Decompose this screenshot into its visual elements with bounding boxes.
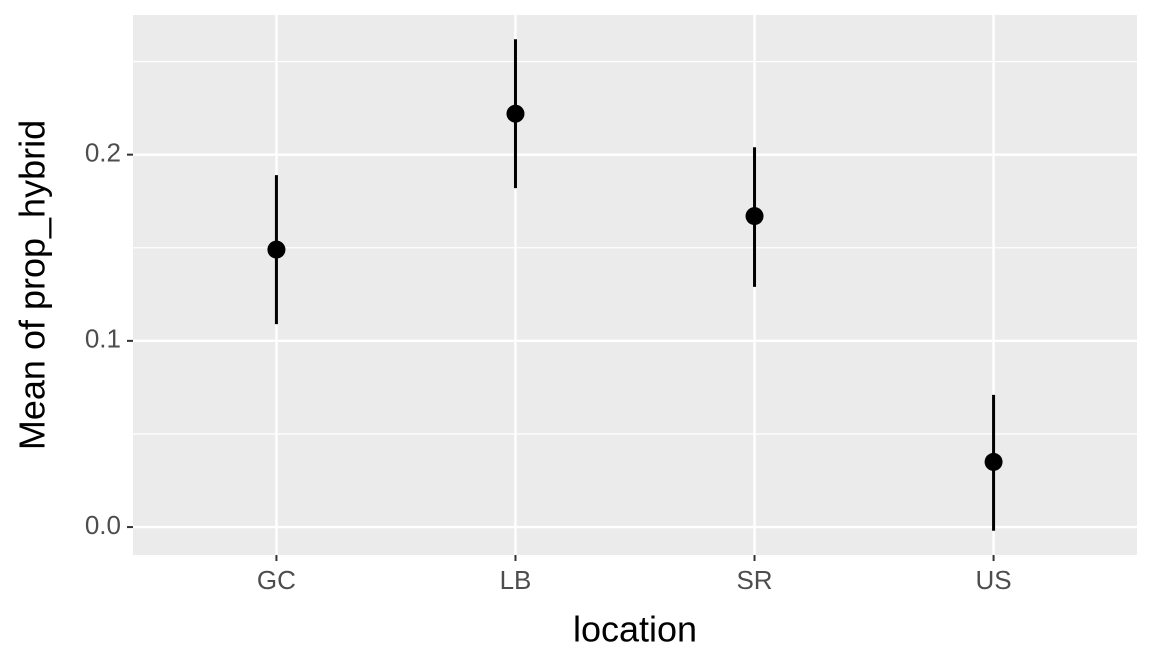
y-tick-label: 0.2 xyxy=(85,138,121,168)
x-axis-title: location xyxy=(573,609,697,650)
point xyxy=(506,104,525,123)
point xyxy=(267,240,286,259)
y-tick-label: 0.0 xyxy=(85,510,121,540)
y-axis-title: Mean of prop_hybrid xyxy=(12,120,53,450)
x-tick-label: GC xyxy=(257,565,296,595)
point xyxy=(984,452,1003,471)
point xyxy=(745,207,764,226)
x-tick-label: SR xyxy=(736,565,772,595)
y-tick-label: 0.1 xyxy=(85,324,121,354)
x-tick-label: US xyxy=(976,565,1012,595)
x-tick-label: LB xyxy=(500,565,532,595)
panel xyxy=(133,15,1137,555)
